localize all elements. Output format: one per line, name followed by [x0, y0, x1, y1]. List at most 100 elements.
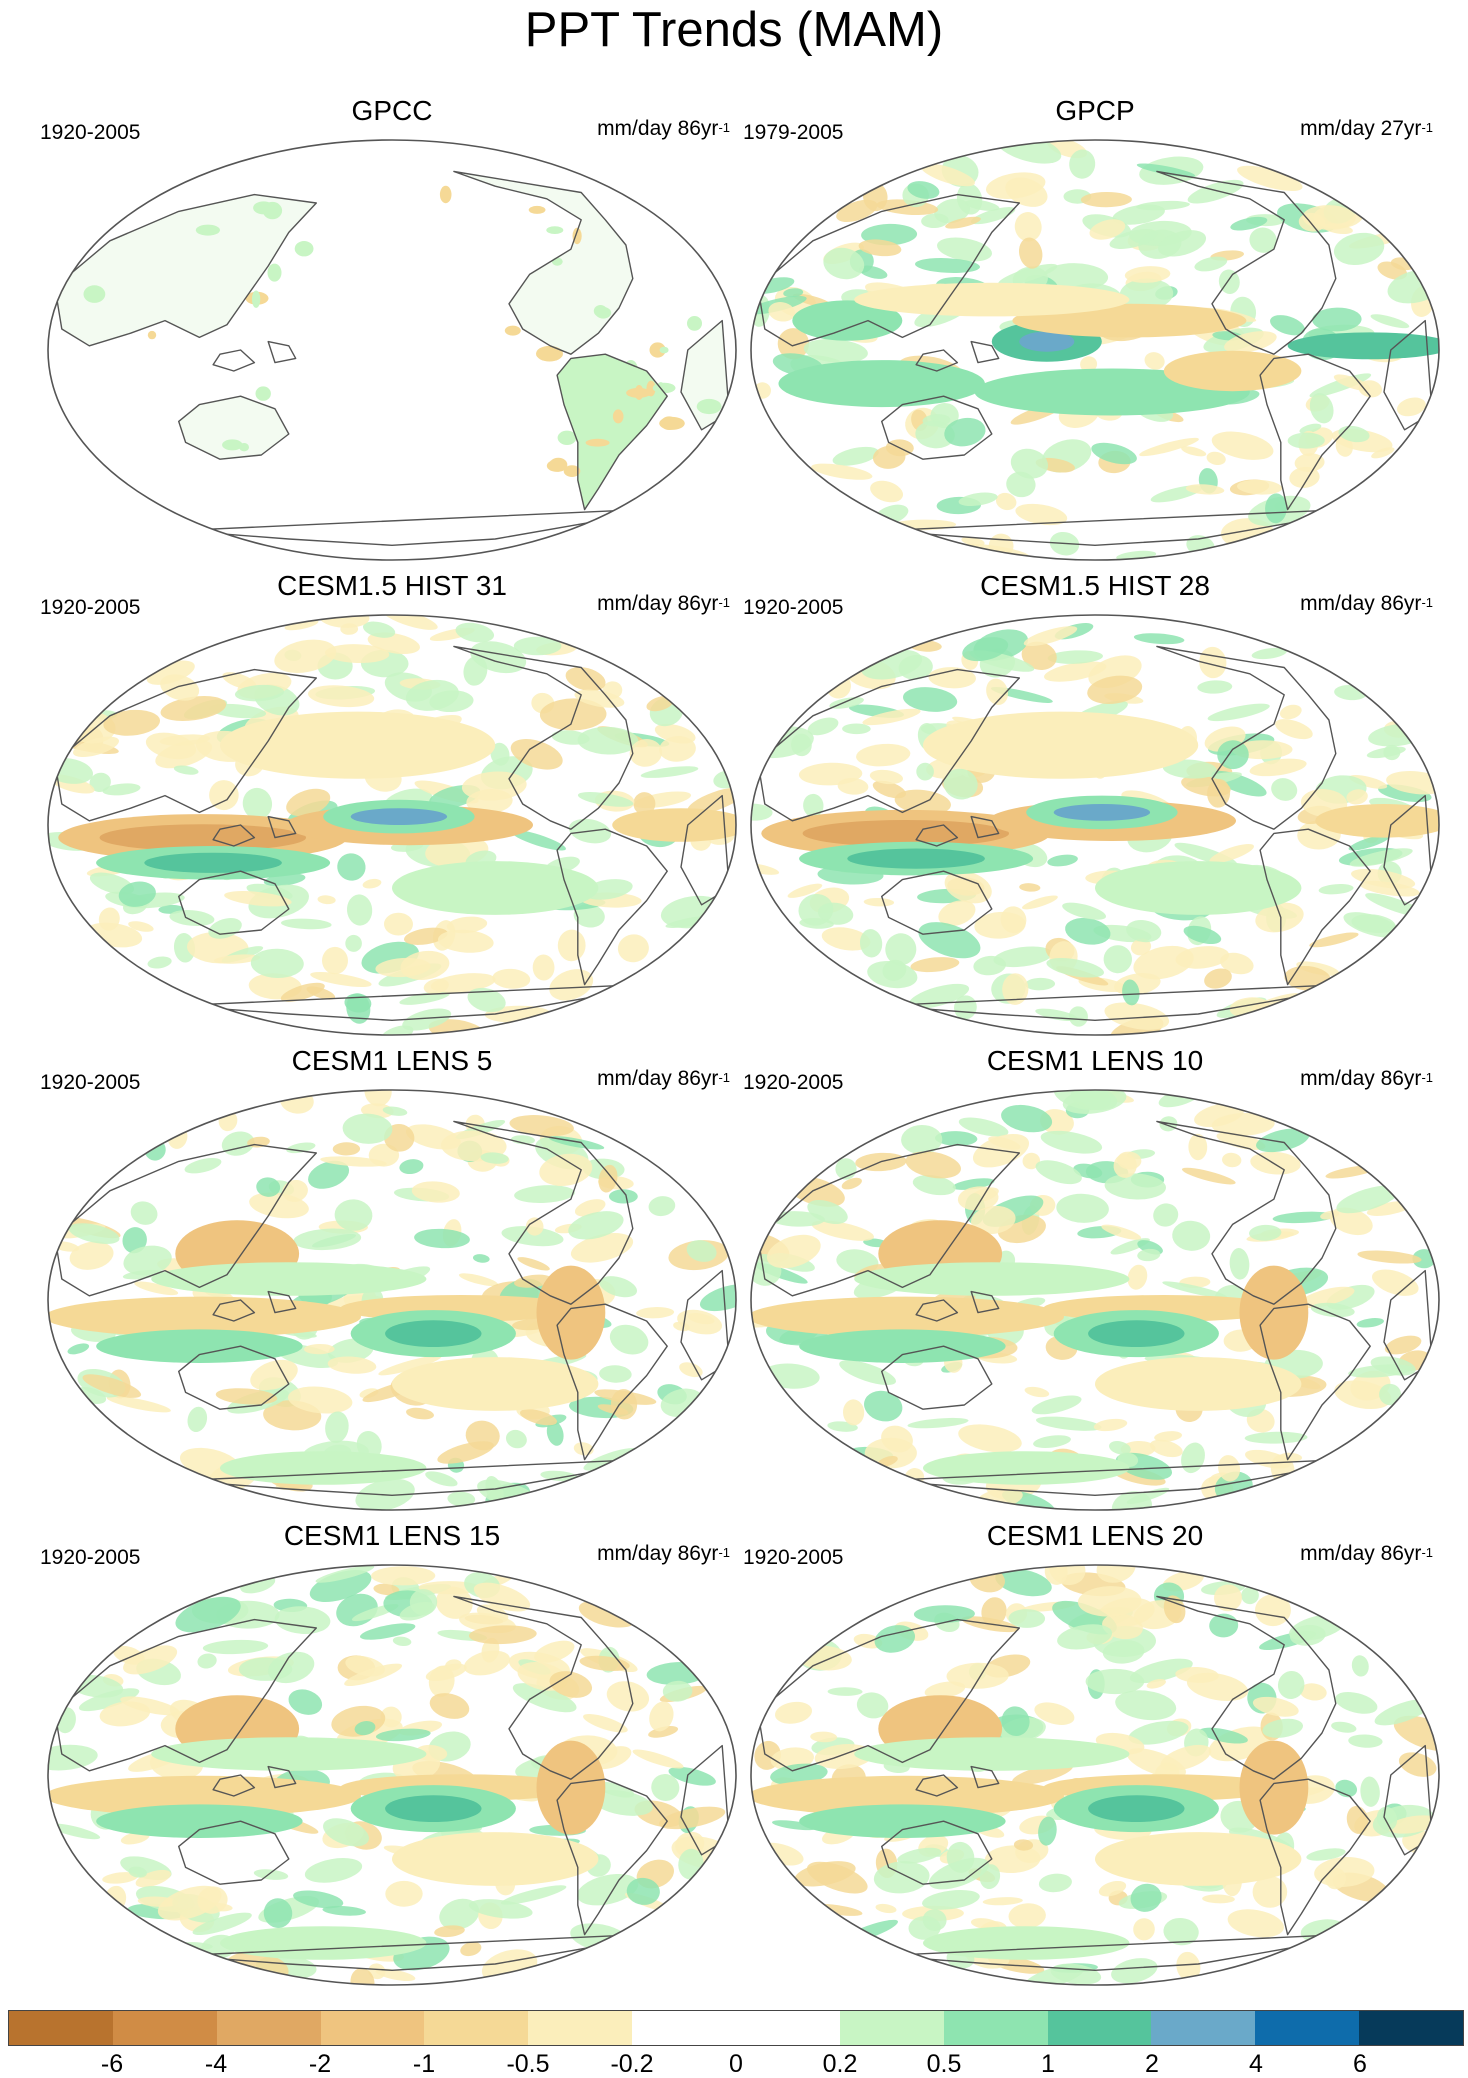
colorbar-swatch — [943, 2011, 1048, 2045]
trend-patch — [832, 446, 879, 466]
coastline — [1259, 828, 1371, 986]
trend-patch — [147, 956, 172, 969]
trend-patch — [1222, 1152, 1242, 1168]
trend-feature — [1163, 350, 1302, 392]
panel-period: 1920-2005 — [40, 121, 141, 144]
trend-patch — [1249, 758, 1307, 777]
trend-patch — [169, 910, 215, 926]
trend-patch — [48, 1823, 101, 1840]
trend-patch — [1036, 1416, 1102, 1431]
trend-patch — [869, 769, 903, 785]
trend-patch — [549, 1671, 593, 1698]
trend-patch — [874, 1625, 916, 1653]
trend-patch — [68, 1223, 120, 1244]
colorbar-swatch — [736, 2011, 840, 2045]
trend-patch — [1002, 973, 1029, 1005]
trend-patch — [916, 762, 934, 781]
trend-patch — [856, 743, 911, 767]
map-panel: CESM1 LENS 20 1920-2005 mm/day 86yr-1 — [743, 1520, 1447, 1990]
trend-patch — [668, 1766, 716, 1786]
trend-patch — [304, 1858, 363, 1883]
trend-patch — [461, 771, 527, 801]
trend-patch — [234, 684, 285, 702]
trend-patch — [1181, 446, 1207, 457]
colorbar-swatch — [839, 2011, 944, 2045]
map-outline — [750, 614, 1440, 1036]
trend-patch — [250, 1359, 298, 1391]
coastline — [54, 1618, 317, 1772]
trend-patch — [463, 1650, 511, 1676]
trend-feature — [99, 824, 306, 851]
trend-feature — [151, 1262, 427, 1296]
panel-units-exponent: -1 — [1421, 595, 1433, 610]
trend-patch — [540, 1470, 579, 1482]
trend-patch — [364, 1090, 392, 1107]
trend-patch — [1217, 740, 1249, 770]
map-outline — [750, 1564, 1440, 1986]
trend-patch — [197, 1653, 217, 1669]
trend-patch — [958, 1424, 1022, 1453]
trend-patch — [514, 1274, 552, 1288]
trend-patch — [1153, 1203, 1179, 1227]
trend-patch — [1047, 650, 1103, 664]
trend-patch — [399, 1159, 424, 1175]
field-layer — [48, 1090, 736, 1510]
trend-patch — [837, 777, 869, 795]
trend-patch — [135, 1869, 171, 1888]
trend-patch — [1216, 1132, 1266, 1150]
trend-patch — [1040, 1130, 1103, 1154]
trend-patch — [363, 621, 396, 638]
trend-patch — [1384, 1335, 1422, 1355]
trend-patch — [268, 1651, 315, 1684]
trend-patch — [1218, 269, 1240, 294]
trend-patch — [128, 1866, 147, 1878]
trend-patch — [915, 420, 955, 449]
trend-patch — [944, 417, 986, 447]
trend-feature — [392, 1832, 599, 1886]
trend-patch — [371, 1566, 436, 1586]
trend-patch — [1357, 1250, 1422, 1264]
trend-patch — [202, 1639, 269, 1655]
trend-patch — [468, 1899, 533, 1919]
panel-period: 1920-2005 — [743, 1071, 844, 1094]
panel-units-exponent: -1 — [718, 120, 730, 135]
trend-patch — [1218, 1455, 1241, 1482]
trend-patch — [381, 1025, 414, 1035]
panel-title: GPCC — [351, 95, 433, 126]
trend-patch — [1376, 1806, 1398, 1831]
trend-patch — [98, 907, 120, 931]
trend-patch — [877, 1455, 898, 1467]
trend-patch — [944, 871, 992, 904]
colorbar-label: 0 — [729, 2050, 743, 2078]
robinson-map — [47, 139, 737, 561]
trend-patch — [696, 398, 722, 415]
trend-patch — [648, 1196, 676, 1217]
trend-patch — [434, 1925, 465, 1938]
trend-patch — [1015, 503, 1068, 526]
coastline — [970, 1765, 1000, 1789]
trend-feature — [1019, 331, 1075, 352]
trend-patch — [293, 1890, 344, 1909]
trend-patch — [1111, 1491, 1152, 1510]
trend-patch — [1346, 789, 1368, 805]
trend-patch — [500, 1885, 567, 1905]
trend-feature — [854, 1737, 1130, 1771]
trend-patch — [284, 619, 319, 631]
trend-feature — [799, 1329, 1006, 1363]
trend-patch — [1126, 1748, 1186, 1778]
trend-patch — [48, 1744, 98, 1771]
trend-patch — [406, 1407, 434, 1420]
trend-patch — [512, 1683, 577, 1713]
trend-patch — [783, 288, 804, 298]
trend-patch — [958, 1117, 1009, 1137]
trend-patch — [546, 1421, 564, 1446]
panel-title: CESM1.5 HIST 31 — [277, 570, 507, 601]
trend-patch — [425, 1471, 458, 1487]
trend-patch — [686, 1240, 717, 1262]
trend-patch — [192, 1912, 252, 1936]
panel-units: mm/day 86yr-1 — [1300, 592, 1433, 618]
trend-patch — [636, 1307, 675, 1319]
trend-feature — [751, 1296, 1064, 1338]
trend-patch — [841, 1177, 862, 1190]
trend-patch — [1021, 895, 1058, 910]
